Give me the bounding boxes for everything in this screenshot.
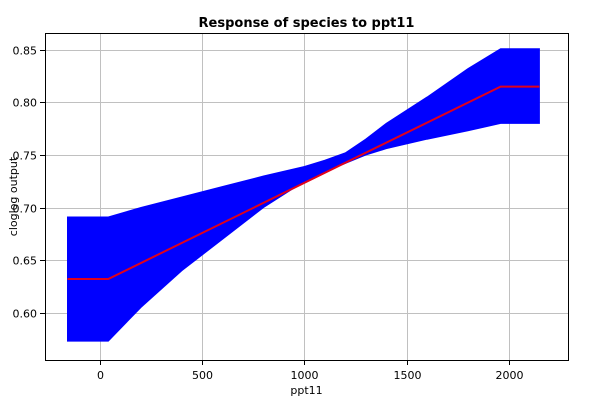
confidence-band — [67, 48, 540, 342]
chart-marks — [67, 48, 540, 342]
y-tick-label: 0.80 — [13, 97, 38, 110]
y-tick-label: 0.85 — [13, 45, 38, 58]
y-tick-label: 0.75 — [13, 150, 38, 163]
x-tick-label: 2000 — [496, 369, 524, 382]
y-tick-label: 0.70 — [13, 203, 38, 216]
response-line — [67, 85, 540, 280]
chart-title: Response of species to ppt11 — [199, 16, 415, 31]
x-tick-label: 0 — [97, 369, 104, 382]
x-tick-label: 500 — [192, 369, 213, 382]
y-axis-label: cloglog output — [7, 156, 20, 236]
x-axis-label: ppt11 — [290, 384, 322, 397]
x-axis: 0 500 1000 1500 2000 — [97, 360, 524, 382]
x-tick-label: 1500 — [394, 369, 422, 382]
y-tick-label: 0.60 — [13, 308, 38, 321]
plot-frame — [45, 33, 569, 361]
y-axis: 0.60 0.65 0.70 0.75 0.80 0.85 — [13, 45, 45, 321]
x-tick-label: 1000 — [291, 369, 319, 382]
y-tick-label: 0.65 — [13, 255, 38, 268]
